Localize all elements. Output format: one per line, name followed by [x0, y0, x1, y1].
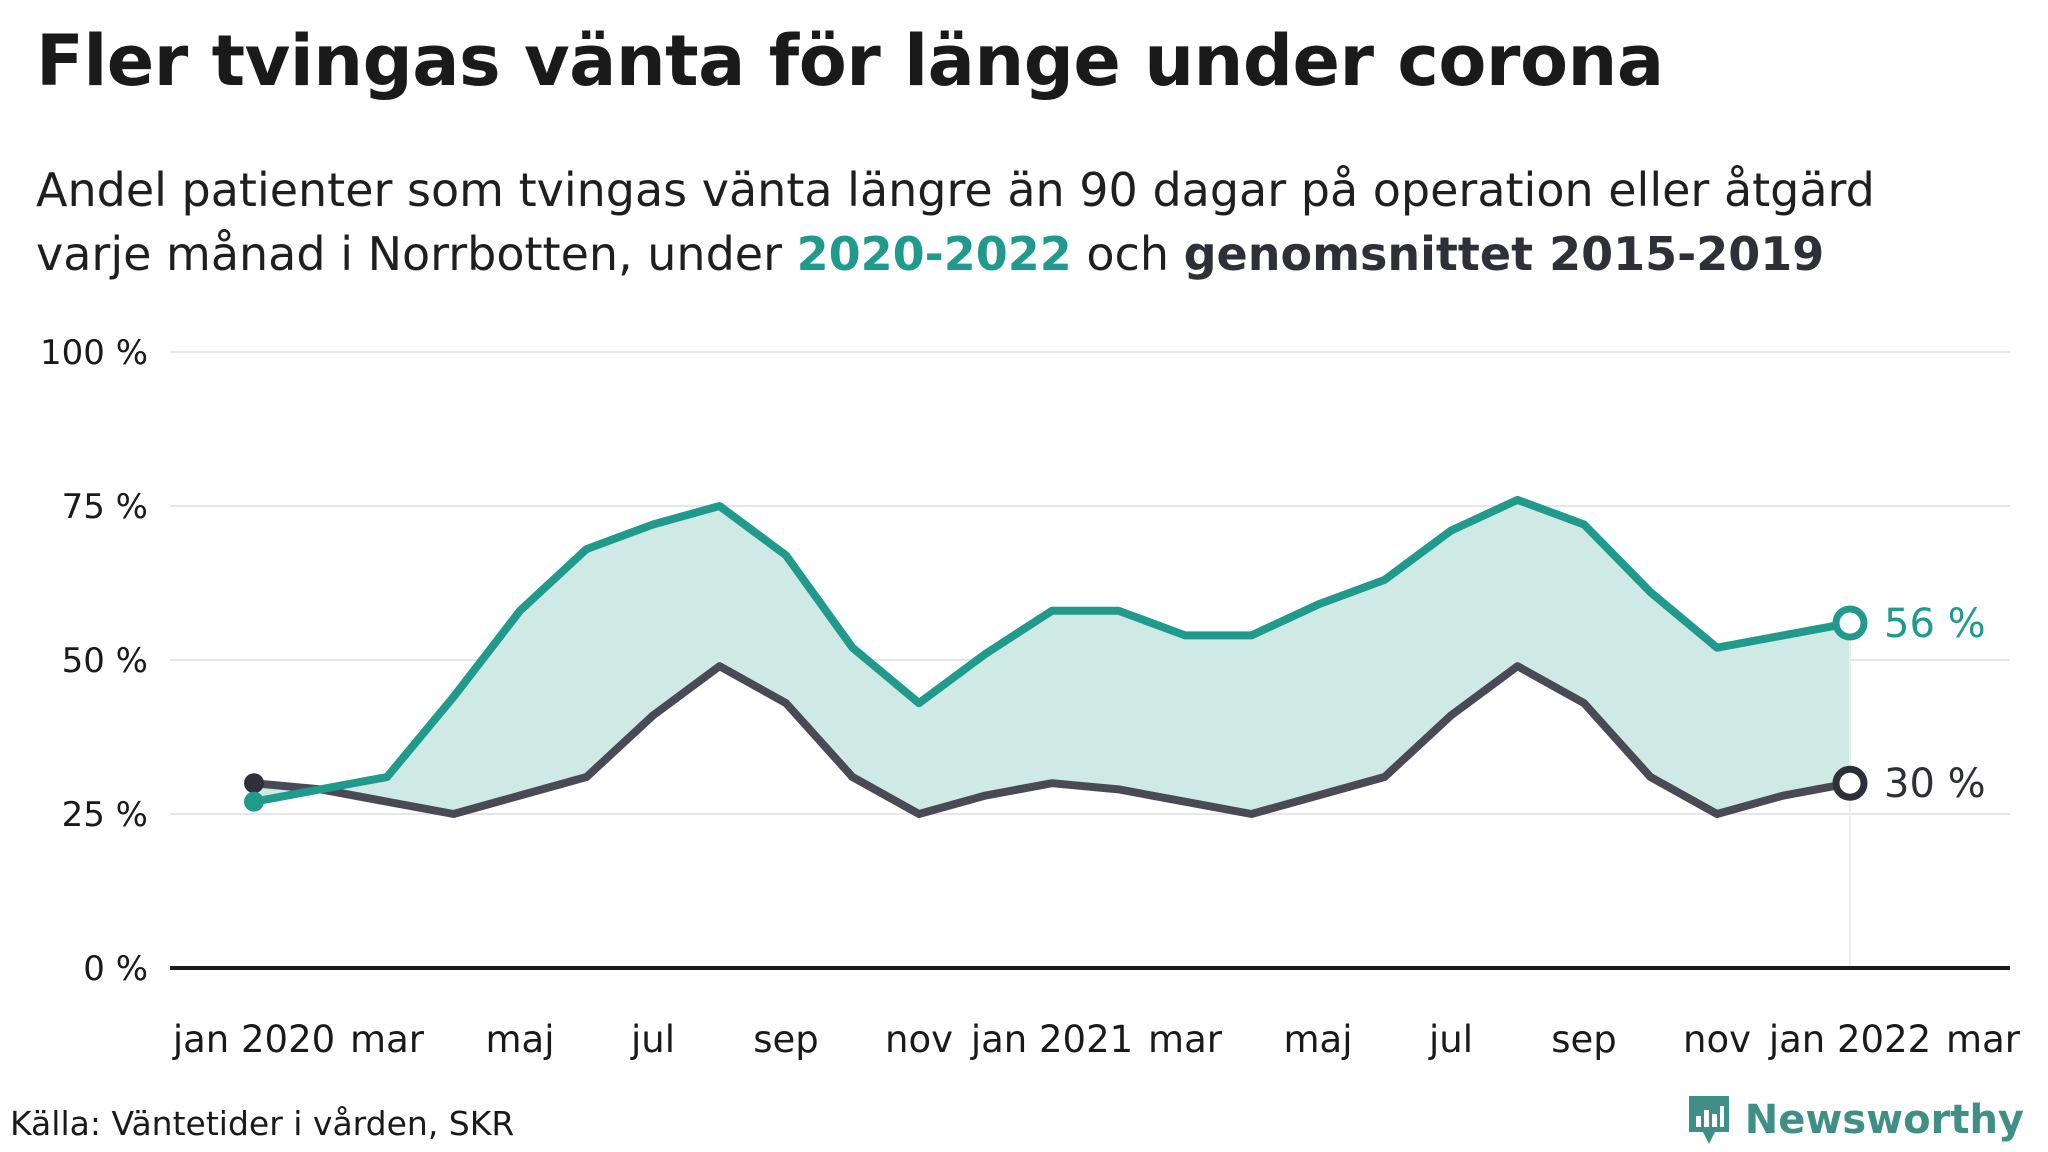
x-tick-label: nov: [1683, 1018, 1751, 1061]
source-note: Källa: Väntetider i vården, SKR: [10, 1104, 515, 1143]
x-tick-label: jan 2020: [172, 1018, 335, 1061]
x-tick-label: jan 2022: [1768, 1018, 1931, 1061]
series-line-average: [250, 662, 1854, 818]
end-label-current: 56 %: [1884, 601, 1986, 647]
end-point-average: [1832, 765, 1868, 801]
end-point-current: [1832, 605, 1868, 641]
subtitle-line-2: varje månad i Norrbotten, under 2020-202…: [36, 222, 1875, 286]
difference-area: [254, 499, 1850, 814]
start-point-current: [244, 791, 264, 812]
end-label-average: 30 %: [1884, 761, 1986, 807]
subtitle-series-average: genomsnittet 2015-2019: [1183, 227, 1825, 281]
subtitle-text-mid: och: [1071, 227, 1184, 281]
subtitle-text-pre: varje månad i Norrbotten, under: [36, 227, 797, 281]
series-line-current: [250, 495, 1854, 806]
x-tick-label: mar: [1148, 1018, 1223, 1061]
y-tick-label: 50 %: [62, 641, 148, 681]
brand-logo: Newsworthy: [1685, 1092, 2024, 1148]
subtitle-series-current: 2020-2022: [796, 227, 1072, 281]
subtitle-line-1: Andel patienter som tvingas vänta längre…: [36, 163, 1875, 217]
x-tick-label: sep: [1551, 1018, 1617, 1061]
x-tick-label: maj: [1284, 1018, 1353, 1061]
newsworthy-logo-icon: [1688, 1096, 1729, 1144]
chart-subtitle: Andel patienter som tvingas vänta längre…: [36, 158, 1875, 286]
x-tick-label: maj: [486, 1018, 555, 1061]
x-tick-label: jul: [630, 1018, 675, 1061]
y-tick-label: 75 %: [62, 487, 148, 527]
x-tick-label: jan 2021: [970, 1018, 1133, 1061]
brand-name: Newsworthy: [1744, 1097, 2024, 1143]
chart-title: Fler tvingas vänta för länge under coron…: [36, 20, 1664, 102]
x-tick-label: jul: [1428, 1018, 1473, 1061]
y-tick-label: 100 %: [40, 333, 148, 373]
y-tick-label: 25 %: [62, 795, 148, 835]
start-point-average: [244, 773, 264, 794]
x-tick-label: mar: [350, 1018, 425, 1061]
x-tick-label: mar: [1946, 1018, 2021, 1061]
y-tick-label: 0 %: [83, 949, 148, 989]
x-tick-label: nov: [885, 1018, 953, 1061]
x-tick-label: sep: [753, 1018, 819, 1061]
